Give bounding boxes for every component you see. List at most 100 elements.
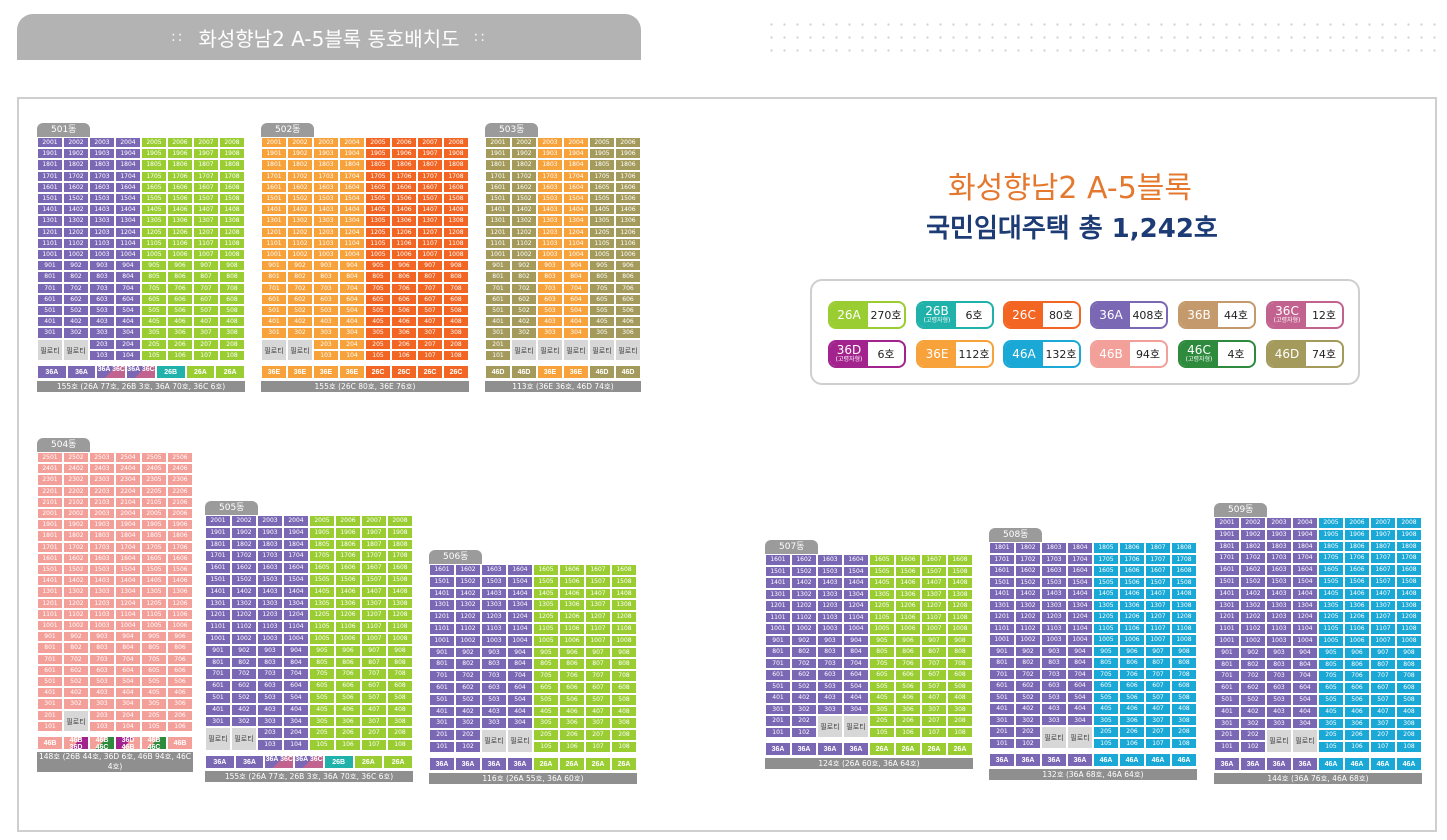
unit-cell[interactable]: 501 [261, 305, 287, 317]
unit-cell[interactable]: 702 [63, 282, 89, 294]
unit-cell[interactable]: 705 [141, 653, 167, 665]
unit-cell[interactable]: 302 [231, 715, 257, 728]
unit-cell[interactable]: 2001 [485, 137, 511, 149]
unit-cell[interactable]: 1507 [585, 575, 611, 588]
unit-cell[interactable]: 805 [1093, 657, 1119, 669]
unit-cell[interactable]: 606 [391, 293, 417, 305]
unit-cell[interactable]: 1705 [365, 170, 391, 182]
unit-cell[interactable]: 201 [1214, 729, 1240, 742]
unit-cell[interactable]: 1504 [507, 575, 533, 588]
unit-cell[interactable]: 502 [63, 676, 89, 688]
unit-cell[interactable]: 1302 [287, 215, 313, 227]
unit-cell[interactable]: 904 [507, 646, 533, 659]
unit-cell[interactable]: 1906 [1344, 528, 1370, 541]
unit-cell[interactable]: 2002 [231, 515, 257, 527]
unit-cell[interactable]: 403 [257, 703, 283, 716]
unit-cell[interactable]: 1003 [481, 634, 507, 647]
unit-cell[interactable]: 901 [37, 631, 63, 643]
unit-cell[interactable]: 2007 [417, 137, 443, 149]
unit-cell[interactable]: 101 [765, 726, 791, 738]
unit-cell[interactable]: 1605 [141, 181, 167, 193]
unit-cell[interactable]: 1404 [1292, 587, 1318, 600]
unit-cell[interactable]: 108 [1396, 741, 1422, 753]
unit-cell[interactable]: 705 [365, 282, 391, 294]
unit-cell[interactable]: 1103 [89, 608, 115, 620]
unit-cell[interactable]: 1702 [511, 170, 537, 182]
unit-cell[interactable]: 807 [417, 271, 443, 283]
unit-cell[interactable]: 808 [1171, 657, 1197, 669]
unit-cell[interactable]: 1201 [429, 611, 455, 623]
unit-cell[interactable]: 1603 [89, 181, 115, 193]
unit-cell[interactable]: 604 [115, 664, 141, 676]
unit-cell[interactable]: 201 [765, 715, 791, 727]
unit-cell[interactable]: 1407 [417, 204, 443, 216]
unit-cell[interactable]: 903 [89, 631, 115, 643]
unit-cell[interactable]: 903 [537, 260, 563, 272]
unit-cell[interactable]: 1104 [115, 237, 141, 249]
unit-cell[interactable]: 605 [589, 293, 615, 305]
unit-cell[interactable]: 704 [1067, 668, 1093, 680]
unit-cell[interactable]: 507 [361, 692, 387, 704]
unit-cell[interactable]: 904 [339, 260, 365, 272]
unit-cell[interactable]: 1203 [1041, 611, 1067, 623]
unit-cell[interactable]: 1306 [895, 588, 921, 600]
unit-cell[interactable]: 504 [1067, 691, 1093, 703]
unit-cell[interactable]: 704 [563, 282, 589, 294]
unit-cell[interactable]: 1901 [37, 148, 63, 160]
unit-cell[interactable]: 703 [89, 653, 115, 665]
unit-cell[interactable]: 306 [335, 715, 361, 728]
unit-cell[interactable]: 2005 [589, 137, 615, 149]
unit-cell[interactable]: 1004 [563, 249, 589, 261]
unit-cell[interactable]: 202 [791, 715, 817, 727]
unit-cell[interactable]: 1002 [63, 249, 89, 261]
unit-cell[interactable]: 1908 [219, 148, 245, 160]
unit-cell[interactable]: 1402 [63, 575, 89, 587]
unit-cell[interactable]: 903 [257, 644, 283, 657]
unit-cell[interactable]: 1804 [1292, 540, 1318, 553]
unit-cell[interactable]: 1602 [1015, 565, 1041, 577]
unit-cell[interactable]: 301 [1214, 717, 1240, 730]
unit-cell[interactable]: 1208 [443, 226, 469, 238]
unit-cell[interactable]: 1005 [141, 620, 167, 632]
unit-cell[interactable]: 1607 [193, 181, 219, 193]
unit-cell[interactable]: 808 [611, 658, 637, 671]
unit-cell[interactable]: 1904 [563, 148, 589, 160]
unit-cell[interactable]: 1804 [563, 159, 589, 171]
unit-cell[interactable]: 1005 [141, 249, 167, 261]
unit-cell[interactable]: 403 [89, 316, 115, 328]
unit-cell[interactable]: 1405 [869, 577, 895, 589]
unit-cell[interactable]: 2002 [63, 508, 89, 520]
unit-cell[interactable]: 1902 [287, 148, 313, 160]
unit-cell[interactable]: 1001 [261, 249, 287, 261]
unit-cell[interactable]: 1208 [219, 226, 245, 238]
unit-cell[interactable]: 1501 [37, 564, 63, 576]
unit-cell[interactable]: 1904 [283, 526, 309, 539]
unit-cell[interactable]: 1105 [141, 237, 167, 249]
unit-cell[interactable]: 806 [615, 271, 641, 283]
unit-cell[interactable]: 1801 [37, 530, 63, 542]
unit-cell[interactable]: 1706 [167, 541, 193, 553]
unit-cell[interactable]: 802 [287, 271, 313, 283]
unit-cell[interactable]: 1605 [1093, 565, 1119, 577]
unit-cell[interactable]: 907 [193, 260, 219, 272]
unit-cell[interactable]: 503 [89, 676, 115, 688]
unit-cell[interactable]: 1906 [167, 519, 193, 531]
unit-cell[interactable]: 1308 [1171, 599, 1197, 611]
unit-cell[interactable]: 705 [141, 282, 167, 294]
unit-cell[interactable]: 1202 [1240, 611, 1266, 624]
unit-cell[interactable]: 305 [309, 715, 335, 728]
unit-cell[interactable]: 502 [455, 693, 481, 706]
unit-cell[interactable]: 1703 [89, 170, 115, 182]
unit-cell[interactable]: 2004 [1292, 517, 1318, 529]
unit-cell[interactable]: 1406 [167, 575, 193, 587]
unit-cell[interactable]: 1505 [141, 193, 167, 205]
unit-cell[interactable]: 106 [167, 349, 193, 361]
unit-cell[interactable]: 1106 [1119, 622, 1145, 634]
unit-cell[interactable]: 405 [309, 703, 335, 716]
unit-cell[interactable]: 1604 [1292, 564, 1318, 576]
unit-cell[interactable]: 504 [283, 692, 309, 704]
unit-cell[interactable]: 1006 [615, 249, 641, 261]
unit-cell[interactable]: 1201 [205, 609, 231, 622]
unit-cell[interactable]: 706 [391, 282, 417, 294]
unit-cell[interactable]: 1203 [1266, 611, 1292, 624]
